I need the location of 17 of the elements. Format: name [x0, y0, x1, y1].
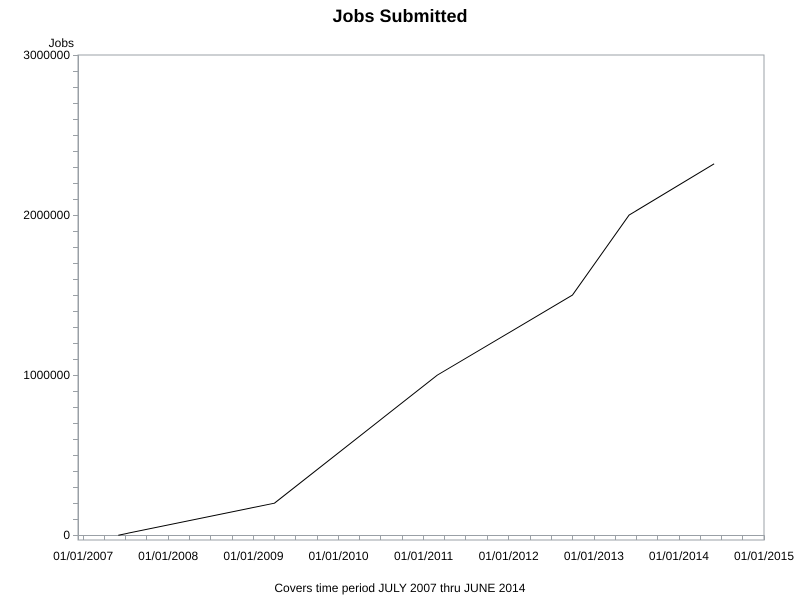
- x-tick-label: 01/01/2014: [648, 549, 710, 563]
- x-tick-label: 01/01/2011: [394, 549, 454, 563]
- chart-title: Jobs Submitted: [332, 6, 468, 26]
- x-tick-label: 01/01/2010: [308, 549, 369, 563]
- line-series: [118, 163, 715, 536]
- y-tick-label: 2000000: [23, 208, 70, 222]
- text: Covers time period JULY 2007 thru JUNE 2014: [274, 581, 526, 595]
- x-tick-label: 01/01/2008: [138, 549, 199, 563]
- y-tick-label: 3000000: [23, 48, 70, 62]
- x-tick-label: 01/01/2013: [564, 549, 624, 563]
- y-tick-label: 1000000: [23, 368, 70, 382]
- x-tick-label: 01/01/2007: [53, 549, 114, 563]
- x-tick-label: 01/01/2009: [223, 549, 284, 563]
- x-tick-label: 01/01/2012: [478, 549, 539, 563]
- y-axis-title: Jobs: [48, 36, 74, 50]
- x-tick-label: 01/01/2015: [734, 549, 794, 563]
- y-tick-label: 0: [63, 528, 70, 542]
